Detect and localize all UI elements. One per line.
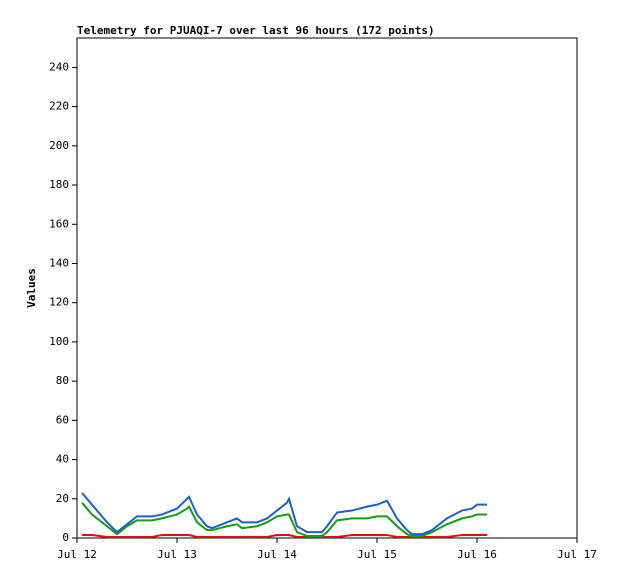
y-tick-label: 100: [49, 335, 69, 348]
y-tick-label: 220: [49, 100, 69, 113]
y-tick-label: 40: [56, 453, 69, 466]
y-tick-label: 80: [56, 374, 69, 387]
y-tick-label: 20: [56, 492, 69, 505]
series-line: [81, 502, 487, 538]
y-tick-label: 180: [49, 178, 69, 191]
x-tick-label: Jul 15: [357, 548, 397, 561]
x-tick-label: Jul 16: [457, 548, 497, 561]
y-tick-label: 60: [56, 413, 69, 426]
y-tick-label: 120: [49, 296, 69, 309]
x-tick-label: Jul 14: [257, 548, 297, 561]
y-tick-label: 240: [49, 60, 69, 73]
y-tick-label: 140: [49, 256, 69, 269]
chart-title: Telemetry for PJUAQI-7 over last 96 hour…: [77, 24, 435, 37]
x-tick-label: Jul 17: [557, 548, 597, 561]
x-tick-label: Jul 12: [57, 548, 97, 561]
y-axis-label: Values: [25, 268, 38, 308]
series-line: [81, 492, 487, 536]
y-tick-label: 200: [49, 139, 69, 152]
x-tick-label: Jul 13: [157, 548, 197, 561]
y-tick-label: 0: [62, 531, 69, 544]
y-tick-label: 160: [49, 217, 69, 230]
